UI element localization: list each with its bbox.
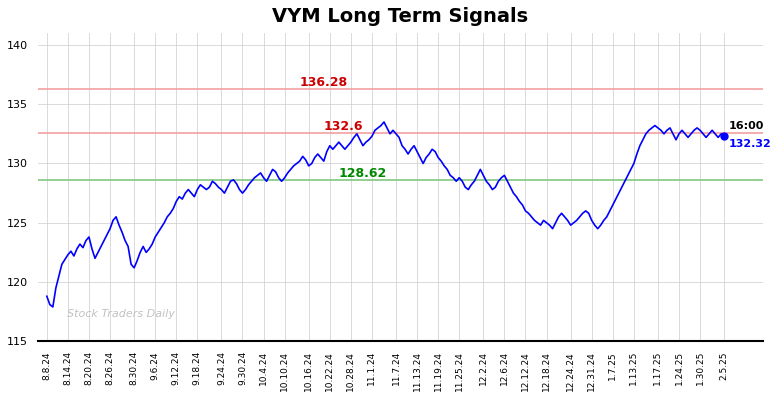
Text: 16:00: 16:00 — [728, 121, 764, 131]
Text: Stock Traders Daily: Stock Traders Daily — [67, 309, 175, 319]
Text: 132.6: 132.6 — [324, 120, 363, 133]
Text: 132.32: 132.32 — [728, 139, 771, 148]
Title: VYM Long Term Signals: VYM Long Term Signals — [273, 7, 528, 26]
Text: 128.62: 128.62 — [339, 167, 387, 180]
Text: 136.28: 136.28 — [299, 76, 348, 89]
